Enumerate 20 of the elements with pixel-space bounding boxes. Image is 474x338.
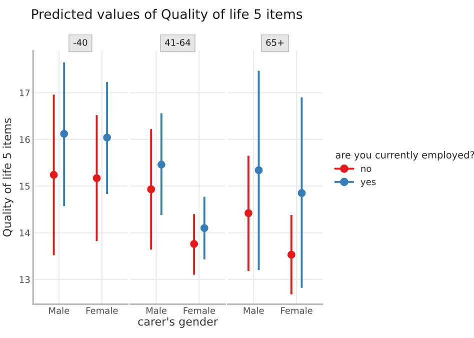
- y-tick-label: 13: [20, 276, 30, 284]
- x-tick-label: Female: [184, 306, 216, 314]
- y-tick-label: 15: [20, 182, 30, 190]
- legend-label: yes: [360, 180, 376, 187]
- y-tick-label: 17: [20, 90, 30, 96]
- chart-subtitle: 65+: [266, 39, 284, 46]
- legend-title: are you currently employed?: [336, 151, 474, 160]
- y-tick-label: 14: [20, 230, 30, 236]
- x-tick-label: Male: [49, 306, 70, 314]
- chart-subtitle: 41-64: [165, 39, 190, 46]
- y-tick-label: 16: [20, 136, 30, 143]
- y-axis-title: Quality of life 5 items: [2, 118, 14, 237]
- x-tick-label: Female: [86, 306, 118, 314]
- x-axis-title: carer's gender: [138, 317, 218, 328]
- legend-label: no: [361, 166, 372, 172]
- chart-subtitle: -40: [73, 39, 88, 46]
- x-tick-label: Female: [281, 306, 312, 314]
- x-tick-label: Male: [244, 306, 264, 314]
- text: Predicted values of Quality of life 5 items: [32, 8, 302, 22]
- x-tick-label: Male: [146, 306, 166, 314]
